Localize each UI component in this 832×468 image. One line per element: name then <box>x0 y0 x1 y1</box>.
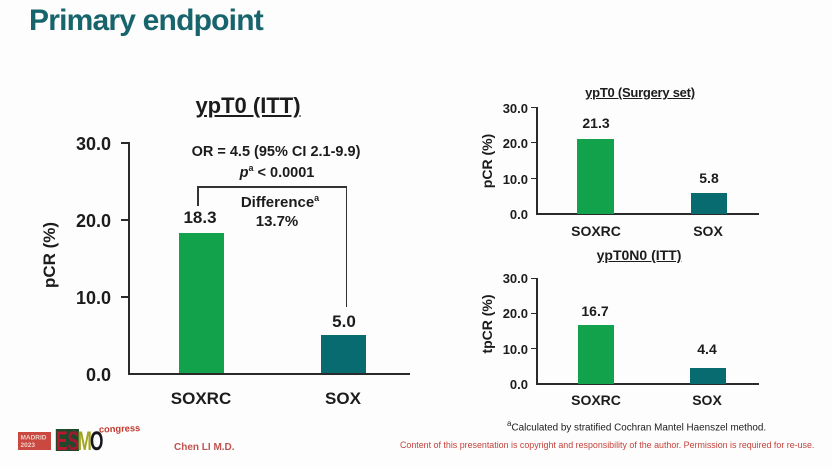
svg-text:S: S <box>68 425 80 456</box>
svg-text:M: M <box>78 425 92 456</box>
svg-text:congress: congress <box>99 424 141 434</box>
svg-text:2023: 2023 <box>21 442 36 449</box>
svg-text:E: E <box>56 425 68 456</box>
svg-text:MADRID: MADRID <box>21 435 47 442</box>
svg-text:O: O <box>90 425 103 456</box>
